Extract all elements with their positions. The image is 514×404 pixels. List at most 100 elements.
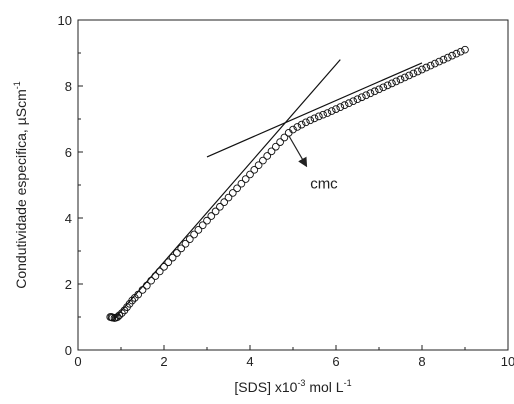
data-point — [388, 79, 396, 88]
data-point — [370, 87, 379, 96]
data-point — [362, 91, 370, 100]
data-point — [155, 267, 164, 276]
y-tick-label: 10 — [58, 13, 72, 28]
data-point — [452, 49, 461, 58]
data-point — [160, 262, 168, 271]
data-point — [246, 170, 254, 179]
data-point — [107, 313, 116, 321]
x-tick-label: 8 — [418, 354, 425, 369]
data-point — [383, 81, 392, 90]
data-point — [271, 142, 280, 151]
data-point — [302, 118, 310, 127]
data-point — [128, 296, 137, 305]
data-point — [115, 311, 124, 320]
y-tick-label: 8 — [65, 79, 72, 94]
x-axis-label-sup: -3 — [297, 378, 305, 388]
data-point — [254, 161, 263, 170]
data-point — [241, 175, 250, 183]
data-point — [332, 105, 340, 113]
data-point — [375, 85, 383, 94]
x-tick-label: 2 — [160, 354, 167, 369]
data-point — [340, 101, 349, 109]
data-point — [216, 202, 224, 211]
y-tick-label: 2 — [65, 277, 72, 292]
fit-line-2 — [206, 62, 423, 158]
data-point — [224, 193, 233, 202]
data-point — [413, 67, 422, 76]
data-point — [448, 51, 456, 60]
data-points — [106, 45, 469, 322]
data-point — [431, 59, 439, 68]
cmc-annotation: cmc — [288, 135, 338, 192]
data-point — [138, 286, 147, 294]
data-point — [353, 95, 362, 104]
data-point — [211, 207, 220, 216]
data-point — [113, 313, 122, 321]
data-point — [203, 216, 211, 225]
data-point — [267, 147, 276, 156]
data-point — [456, 47, 465, 56]
data-point — [366, 89, 375, 98]
data-point — [118, 309, 126, 317]
y-tick-label: 0 — [65, 343, 72, 358]
data-point — [327, 107, 336, 115]
x-axis-ticks: 0 2 4 6 8 10 — [74, 345, 514, 369]
data-point — [173, 249, 181, 257]
data-point — [349, 97, 358, 106]
x-axis-label-main: [SDS] x10 — [234, 379, 297, 395]
data-point — [207, 212, 216, 220]
plot-frame — [77, 19, 509, 351]
data-point — [280, 133, 289, 142]
data-point — [259, 156, 267, 165]
data-point — [289, 125, 297, 134]
cmc-label: cmc — [310, 175, 338, 192]
data-point — [185, 235, 194, 243]
data-point — [147, 276, 155, 285]
data-point — [263, 152, 272, 160]
data-point — [134, 290, 143, 299]
data-point — [190, 230, 198, 239]
data-point — [310, 114, 319, 123]
x-tick-label: 10 — [501, 354, 514, 369]
x-axis-label: [SDS] x10-3 mol L-1 — [234, 378, 351, 395]
data-point — [357, 93, 366, 102]
data-point — [435, 57, 444, 66]
data-point — [164, 258, 173, 267]
data-point — [142, 281, 151, 290]
data-point — [379, 83, 388, 92]
y-axis-label: Condutividade especifica, µScm-1 — [12, 81, 29, 289]
x-axis-label-sup2: -1 — [344, 378, 352, 388]
data-point — [198, 221, 207, 230]
data-point — [422, 63, 431, 72]
data-point — [439, 55, 448, 64]
x-axis-label-tail: mol L — [305, 379, 343, 395]
y-tick-label: 6 — [65, 145, 72, 160]
data-point — [181, 239, 190, 248]
data-point — [228, 189, 237, 197]
fit-line-1 — [114, 59, 341, 320]
x-tick-label: 6 — [332, 354, 339, 369]
data-point — [409, 69, 418, 78]
data-point — [250, 165, 259, 174]
data-point — [400, 73, 409, 82]
y-axis-label-sup: -1 — [12, 81, 22, 89]
data-point — [319, 110, 327, 119]
data-point — [237, 179, 246, 188]
data-point — [293, 123, 302, 131]
data-point — [297, 120, 306, 129]
data-point — [276, 138, 284, 146]
data-point — [443, 53, 452, 62]
data-point — [314, 112, 323, 121]
data-point — [392, 77, 401, 86]
data-point — [177, 244, 186, 253]
data-point — [151, 272, 160, 280]
cmc-arrow — [288, 135, 308, 168]
data-point — [461, 45, 469, 54]
data-point — [418, 65, 426, 74]
data-point — [306, 116, 315, 125]
data-point — [336, 103, 345, 111]
fit-lines — [114, 59, 423, 320]
data-point — [426, 61, 435, 70]
